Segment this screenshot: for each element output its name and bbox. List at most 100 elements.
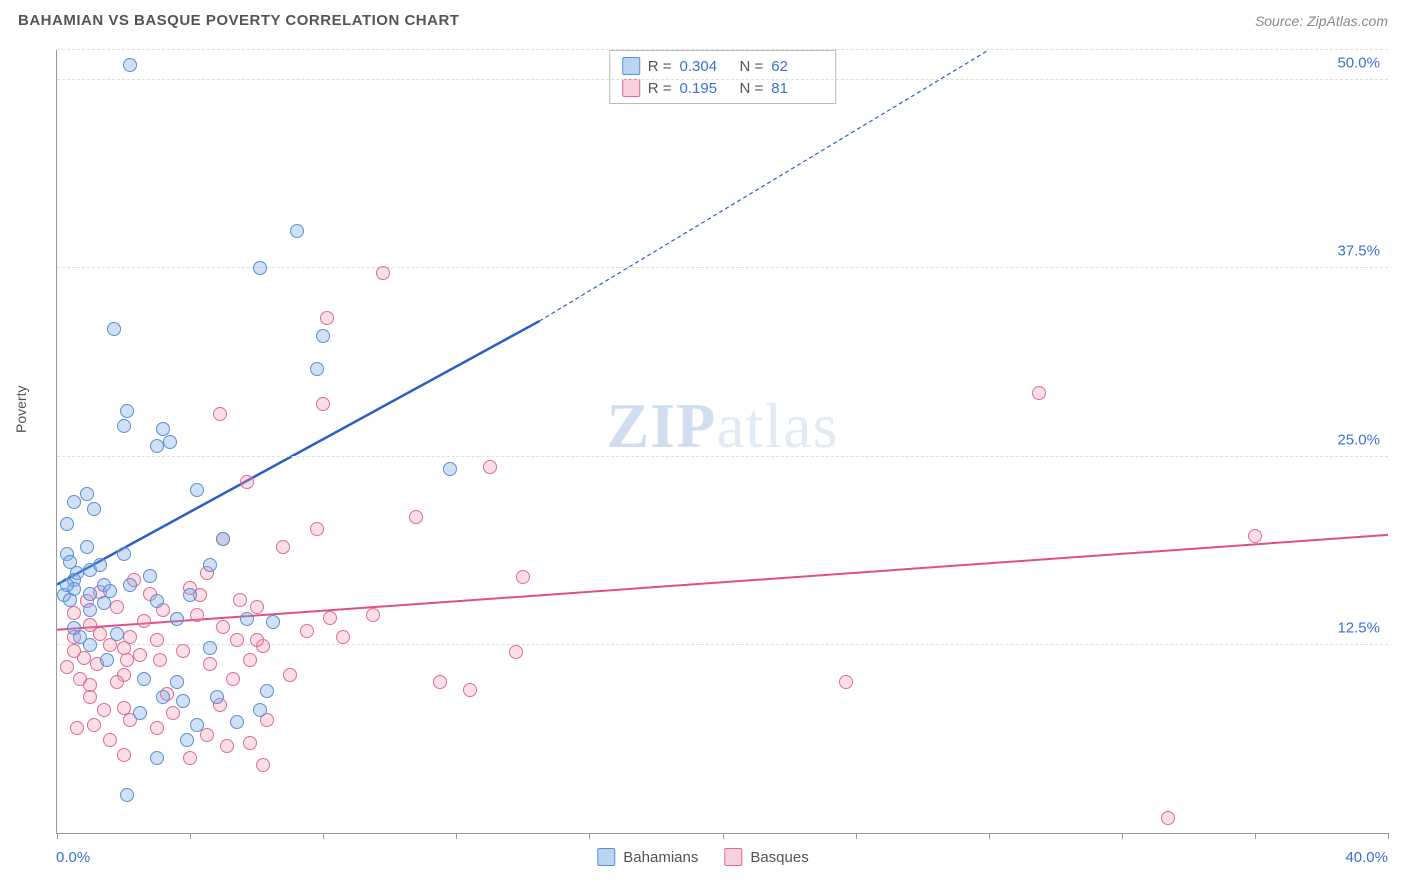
- x-tick: [856, 833, 857, 839]
- data-point: [1032, 386, 1046, 400]
- legend-label-bahamians: Bahamians: [623, 849, 698, 866]
- data-point: [103, 733, 117, 747]
- y-tick-label: 12.5%: [1337, 619, 1380, 636]
- data-point: [250, 600, 264, 614]
- data-point: [60, 578, 74, 592]
- data-point: [83, 638, 97, 652]
- data-point: [323, 611, 337, 625]
- watermark-atlas: atlas: [716, 390, 838, 461]
- data-point: [107, 322, 121, 336]
- n-label: N =: [740, 58, 764, 75]
- data-point: [67, 606, 81, 620]
- x-tick: [57, 833, 58, 839]
- data-point: [117, 547, 131, 561]
- swatch-blue-icon: [597, 848, 615, 866]
- data-point: [183, 751, 197, 765]
- r-value-bahamians: 0.304: [680, 58, 732, 75]
- x-tick: [1388, 833, 1389, 839]
- data-point: [220, 739, 234, 753]
- data-point: [176, 694, 190, 708]
- x-axis-max-label: 40.0%: [1345, 849, 1388, 866]
- data-point: [260, 684, 274, 698]
- data-point: [70, 721, 84, 735]
- swatch-blue: [622, 57, 640, 75]
- data-point: [110, 600, 124, 614]
- data-point: [120, 788, 134, 802]
- data-point: [316, 397, 330, 411]
- trend-line: [57, 321, 539, 585]
- data-point: [97, 596, 111, 610]
- watermark-zip: ZIP: [607, 390, 717, 461]
- data-point: [210, 690, 224, 704]
- data-point: [230, 715, 244, 729]
- data-point: [120, 653, 134, 667]
- data-point: [203, 657, 217, 671]
- data-point: [336, 630, 350, 644]
- gridline-h: [57, 456, 1388, 457]
- legend-item-bahamians: Bahamians: [597, 848, 698, 866]
- data-point: [150, 633, 164, 647]
- data-point: [243, 653, 257, 667]
- x-tick: [589, 833, 590, 839]
- data-point: [190, 483, 204, 497]
- data-point: [170, 612, 184, 626]
- data-point: [276, 540, 290, 554]
- data-point: [133, 648, 147, 662]
- y-tick-label: 37.5%: [1337, 243, 1380, 260]
- plot-region: ZIPatlas R = 0.304 N = 62 R = 0.195 N = …: [56, 50, 1388, 834]
- gridline-h-top: [57, 49, 1388, 50]
- data-point: [150, 594, 164, 608]
- data-point: [253, 703, 267, 717]
- watermark: ZIPatlas: [607, 389, 839, 463]
- data-point: [77, 651, 91, 665]
- data-point: [166, 706, 180, 720]
- data-point: [153, 653, 167, 667]
- data-point: [150, 721, 164, 735]
- data-point: [266, 615, 280, 629]
- data-point: [376, 266, 390, 280]
- source-name: ZipAtlas.com: [1307, 13, 1388, 29]
- data-point: [300, 624, 314, 638]
- data-point: [150, 439, 164, 453]
- data-point: [233, 593, 247, 607]
- y-tick-label: 25.0%: [1337, 431, 1380, 448]
- data-point: [243, 736, 257, 750]
- data-point: [203, 558, 217, 572]
- data-point: [216, 532, 230, 546]
- data-point: [137, 614, 151, 628]
- data-point: [117, 641, 131, 655]
- data-point: [256, 758, 270, 772]
- data-point: [190, 608, 204, 622]
- data-point: [110, 675, 124, 689]
- n-value-bahamians: 62: [771, 58, 823, 75]
- data-point: [123, 58, 137, 72]
- data-point: [253, 261, 267, 275]
- data-point: [226, 672, 240, 686]
- data-point: [150, 751, 164, 765]
- data-point: [117, 748, 131, 762]
- data-point: [1248, 529, 1262, 543]
- r-label: R =: [648, 58, 672, 75]
- data-point: [137, 672, 151, 686]
- data-point: [200, 728, 214, 742]
- correlation-legend: R = 0.304 N = 62 R = 0.195 N = 81: [609, 50, 837, 104]
- data-point: [67, 495, 81, 509]
- swatch-pink-icon: [724, 848, 742, 866]
- data-point: [230, 633, 244, 647]
- legend-item-basques: Basques: [724, 848, 808, 866]
- data-point: [509, 645, 523, 659]
- data-point: [80, 487, 94, 501]
- data-point: [443, 462, 457, 476]
- data-point: [516, 570, 530, 584]
- x-tick: [989, 833, 990, 839]
- data-point: [176, 644, 190, 658]
- data-point: [63, 593, 77, 607]
- data-point: [93, 558, 107, 572]
- data-point: [60, 660, 74, 674]
- data-point: [1161, 811, 1175, 825]
- legend-label-basques: Basques: [750, 849, 808, 866]
- data-point: [409, 510, 423, 524]
- x-tick: [1255, 833, 1256, 839]
- chart-title: BAHAMIAN VS BASQUE POVERTY CORRELATION C…: [18, 12, 459, 29]
- data-point: [163, 435, 177, 449]
